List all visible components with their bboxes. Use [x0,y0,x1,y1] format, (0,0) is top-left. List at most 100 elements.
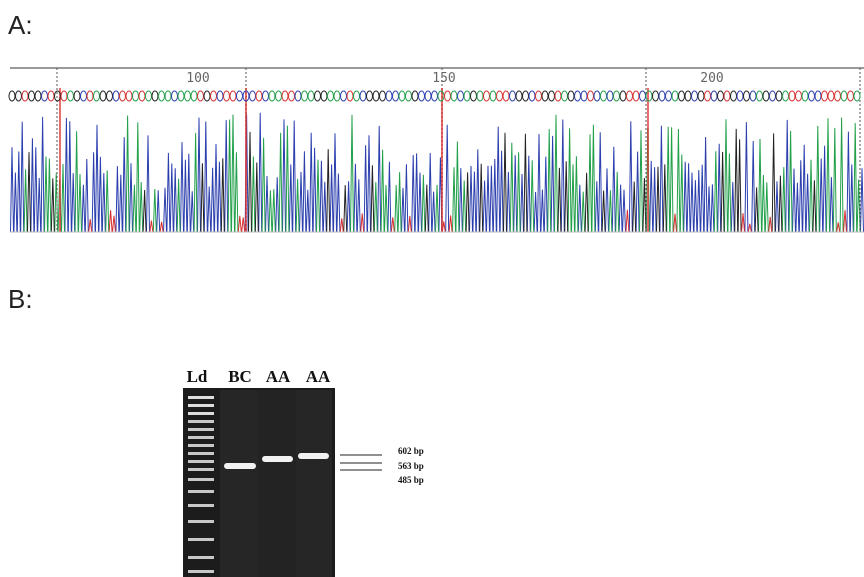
base-call [632,90,640,102]
lane-label: BC [228,367,252,386]
base-call [515,90,523,102]
base-call [288,90,295,102]
ladder-band [188,478,214,481]
ruler-tick: 100 [186,71,209,86]
base-call [47,90,55,102]
base-call [210,90,217,102]
ladder-band [188,504,214,507]
base-call [314,90,321,102]
lane-label: AA [266,367,291,386]
band-size: 485 bp [398,475,424,485]
ladder-band [188,460,214,463]
base-call [749,90,757,102]
base-call [158,90,165,102]
base-call [808,90,815,102]
gel-lane [296,390,332,577]
gel-lane [258,390,296,577]
base-call [489,90,497,102]
base-call [541,90,549,102]
base-call [684,90,692,102]
base-call [613,90,620,102]
band-size: 602 bp [398,446,424,456]
ladder-band [188,570,214,573]
ladder-band [188,556,214,559]
base-call [379,90,386,102]
base-call [223,90,230,102]
base-call [801,90,809,102]
band-size: 563 bp [398,461,424,471]
base-call [171,90,178,102]
base-call [275,90,282,102]
base-call [821,90,828,102]
base-call [67,90,74,102]
base-call [255,90,263,102]
base-call [671,90,679,102]
base-call [93,90,100,102]
base-call [782,90,789,102]
base-call [359,90,367,102]
ruler-tick: 150 [432,71,455,86]
trace [10,112,864,233]
base-call [587,90,594,102]
ladder-band [188,538,214,541]
base-call [346,90,354,102]
base-call [853,90,861,102]
base-call [112,90,120,102]
base-call [470,90,477,102]
base-call [320,90,328,102]
base-call [554,90,562,102]
base-call [736,90,744,102]
ruler-tick: 200 [700,71,723,86]
base-call [476,90,484,102]
base-call [723,90,731,102]
ladder-band [188,412,214,415]
base-call [8,90,16,102]
base-call [418,90,425,102]
gel-band [298,453,329,459]
base-call [496,90,503,102]
base-call [762,90,770,102]
base-call [86,90,94,102]
base-call [268,90,276,102]
base-call [229,90,237,102]
base-call [528,90,536,102]
base-call [216,90,224,102]
base-call [151,90,159,102]
base-call [665,90,672,102]
base-call [619,90,627,102]
base-call [164,90,172,102]
base-call [15,90,22,102]
base-call [606,90,614,102]
base-call [652,90,659,102]
base-call [457,90,464,102]
base-call [262,90,269,102]
ladder-band [188,396,214,399]
base-call [385,90,393,102]
base-call [21,90,29,102]
base-call [60,90,68,102]
base-call [450,90,458,102]
base-call [840,90,848,102]
base-call [775,90,783,102]
base-call [522,90,529,102]
ladder-band [188,520,214,523]
base-call [99,90,107,102]
ladder-band [188,452,214,455]
base-call [366,90,373,102]
ladder-band [188,436,214,439]
base-call [795,90,802,102]
gel-band [224,463,256,469]
base-call [600,90,607,102]
base-call [502,90,510,102]
base-call [730,90,737,102]
base-call [548,90,555,102]
base-call [626,90,633,102]
base-call [847,90,854,102]
base-call [658,90,666,102]
base-call [281,90,289,102]
chromatogram [8,68,864,233]
base-call [307,90,315,102]
base-call [561,90,568,102]
ladder-band [188,468,214,471]
